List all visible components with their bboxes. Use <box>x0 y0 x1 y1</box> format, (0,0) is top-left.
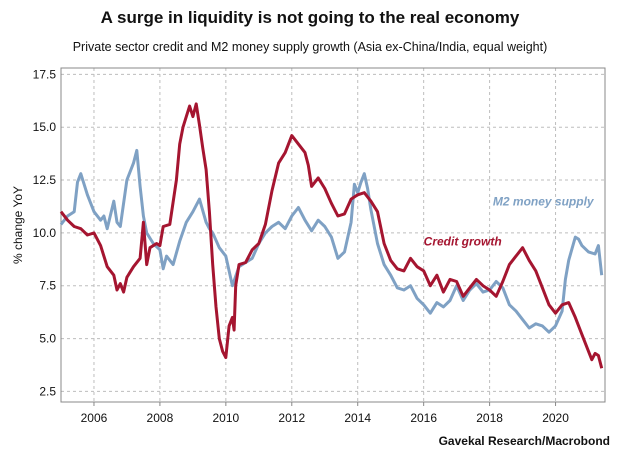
x-tick-label: 2006 <box>81 411 108 425</box>
y-axis: 2.5 5.0 7.5 10.0 12.5 15.0 17.5 <box>33 67 57 398</box>
credit-growth-label: Credit growth <box>424 235 502 249</box>
series-lines <box>59 102 604 369</box>
y-tick-label: 12.5 <box>33 173 57 187</box>
x-tick-label: 2016 <box>410 411 437 425</box>
m2-money-supply-label: M2 money supply <box>493 194 595 208</box>
chart-subtitle: Private sector credit and M2 money suppl… <box>72 40 548 54</box>
x-tick-label: 2012 <box>278 411 305 425</box>
credit-growth-line <box>59 102 604 369</box>
y-tick-label: 2.5 <box>39 384 56 398</box>
m2-money-supply-line <box>59 148 604 334</box>
chart-title: A surge in liquidity is not going to the… <box>100 8 520 27</box>
x-tick-label: 2020 <box>542 411 569 425</box>
x-tick-label: 2008 <box>147 411 174 425</box>
y-tick-label: 7.5 <box>39 279 56 293</box>
y-tick-label: 17.5 <box>33 67 57 81</box>
x-tick-label: 2010 <box>212 411 239 425</box>
x-tick-label: 2014 <box>344 411 371 425</box>
x-tick-label: 2018 <box>476 411 503 425</box>
plot-frame <box>60 67 606 403</box>
y-tick-label: 10.0 <box>33 226 57 240</box>
series-labels: Credit growth M2 money supply <box>424 194 595 248</box>
y-tick-label: 5.0 <box>39 332 56 346</box>
y-tick-label: 15.0 <box>33 120 57 134</box>
y-axis-label: % change YoY <box>11 186 25 264</box>
x-axis: 2006 2008 2010 2012 2014 2016 2018 2020 <box>81 402 569 425</box>
source-credit: Gavekal Research/Macrobond <box>438 434 610 448</box>
